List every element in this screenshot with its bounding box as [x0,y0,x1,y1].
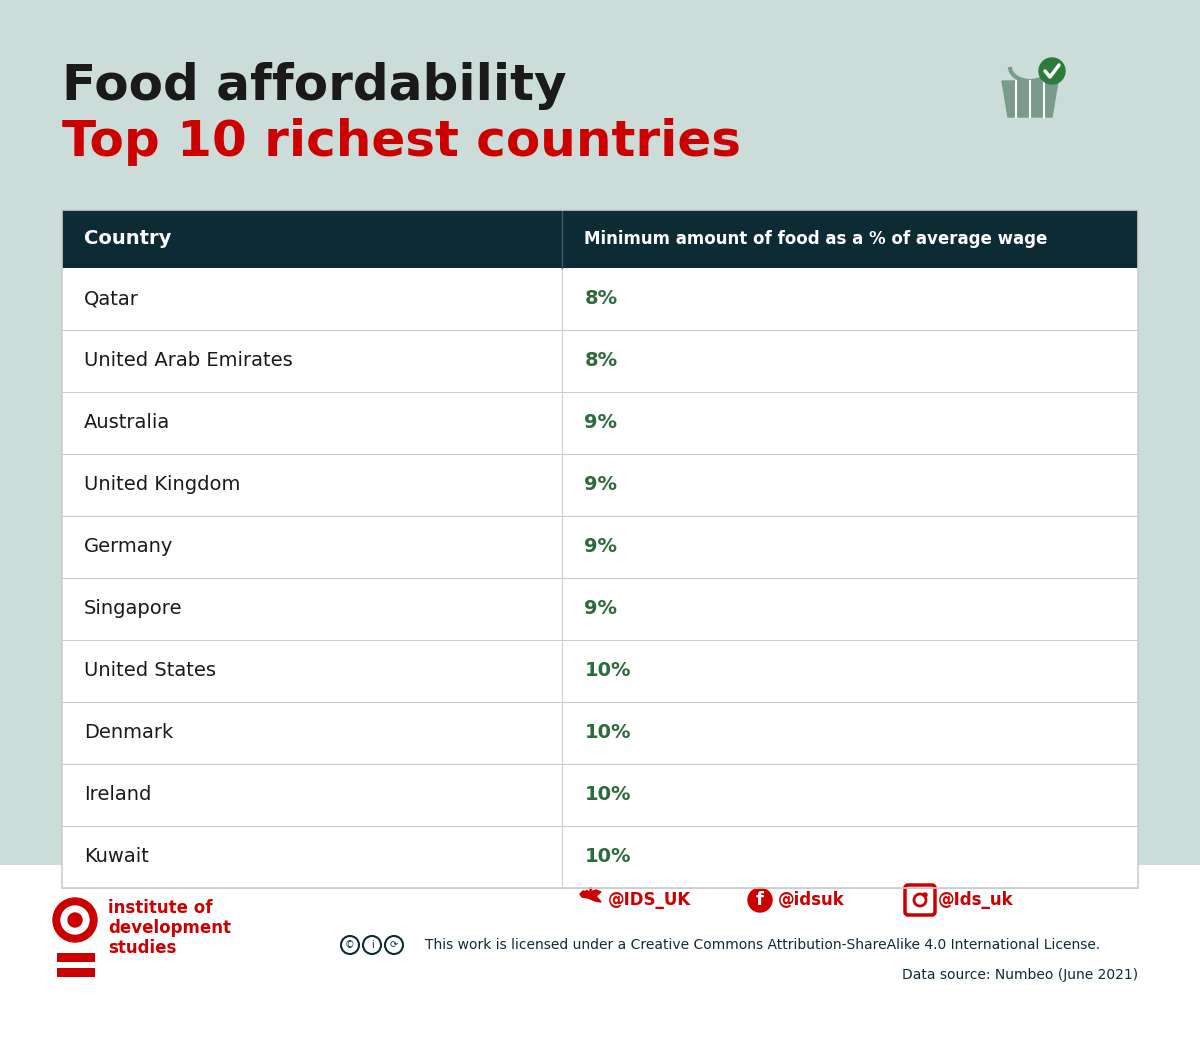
Text: Kuwait: Kuwait [84,847,149,866]
Text: Country: Country [84,230,172,249]
Bar [62,210,1138,268]
Text: 8%: 8% [584,352,618,371]
Bar [58,953,95,962]
Bar [0,865,1200,1050]
Text: ⟳: ⟳ [390,940,398,950]
Bar [62,392,1138,454]
Bar [62,516,1138,578]
Text: Top 10 richest countries: Top 10 richest countries [62,118,742,166]
Bar [62,454,1138,516]
Circle shape [61,906,89,934]
Text: United States: United States [84,662,216,680]
Text: United Arab Emirates: United Arab Emirates [84,352,293,371]
Text: Food affordability: Food affordability [62,62,566,110]
Text: Ireland: Ireland [84,785,151,804]
Text: studies: studies [108,939,176,957]
Text: 10%: 10% [584,662,631,680]
Text: Minimum amount of food as a % of average wage: Minimum amount of food as a % of average… [584,230,1048,248]
Text: Australia: Australia [84,414,170,433]
Circle shape [1039,58,1066,84]
Text: Denmark: Denmark [84,723,173,742]
Text: 9%: 9% [584,600,617,618]
Text: f: f [756,891,764,909]
Bar [62,210,1138,888]
Text: development: development [108,919,230,937]
Polygon shape [1002,81,1058,117]
Text: Germany: Germany [84,538,173,556]
Text: 9%: 9% [584,414,617,433]
Text: Qatar: Qatar [84,290,139,309]
Text: 10%: 10% [584,847,631,866]
Text: i: i [371,940,373,950]
Bar [62,764,1138,826]
Bar [62,330,1138,392]
Bar [62,640,1138,702]
Circle shape [923,892,928,897]
Text: 10%: 10% [584,723,631,742]
Text: United Kingdom: United Kingdom [84,476,240,495]
Text: This work is licensed under a Creative Commons Attribution-ShareAlike 4.0 Intern: This work is licensed under a Creative C… [425,938,1100,952]
Text: 9%: 9% [584,538,617,556]
Bar [62,826,1138,888]
Text: 9%: 9% [584,476,617,495]
Text: ©: © [346,940,355,950]
Bar [58,968,95,976]
Bar [62,578,1138,640]
Text: 8%: 8% [584,290,618,309]
Circle shape [68,914,82,927]
Text: @IDS_UK: @IDS_UK [608,891,691,909]
Circle shape [53,898,97,942]
Text: institute of: institute of [108,899,212,917]
Text: @Ids_uk: @Ids_uk [938,891,1014,909]
Text: Singapore: Singapore [84,600,182,618]
Text: @idsuk: @idsuk [778,891,845,909]
Circle shape [748,888,772,912]
Text: Data source: Numbeo (June 2021): Data source: Numbeo (June 2021) [902,968,1138,982]
Bar [62,702,1138,764]
Text: 10%: 10% [584,785,631,804]
Polygon shape [580,890,601,902]
Text: ’: ’ [586,886,594,914]
Bar [62,268,1138,330]
